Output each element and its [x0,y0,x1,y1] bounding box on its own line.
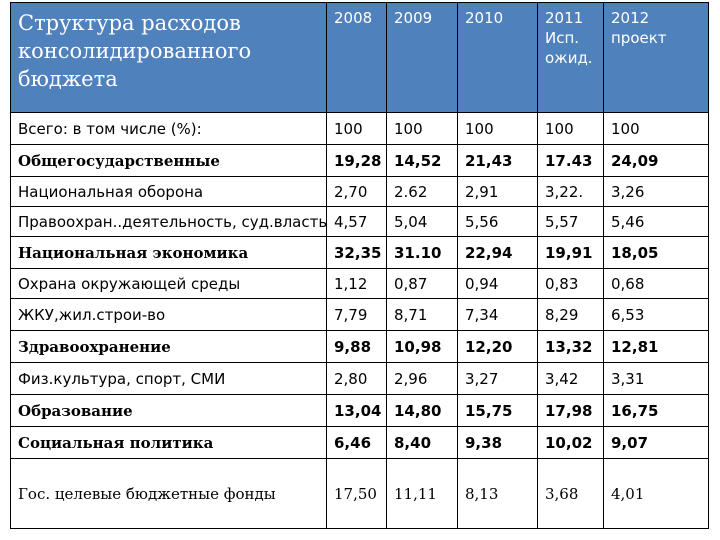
row-label: Здравоохранение [10,330,327,363]
value-cell: 14,52 [386,144,458,177]
value-cell: 2.62 [386,176,458,207]
value-cell: 2,96 [386,362,458,395]
value-cell: 5,57 [537,206,604,237]
value-cell: 8,40 [386,426,458,459]
value-cell: 100 [537,112,604,145]
value-cell: 6,53 [603,298,709,331]
year-header: 2011 Исп. ожид. [537,2,604,113]
year-header: 2009 [386,2,458,113]
value-cell: 0,94 [457,268,538,299]
value-cell: 2,70 [326,176,387,207]
row-label: Национальная оборона [10,176,327,207]
value-cell: 14,80 [386,394,458,427]
value-cell: 7,34 [457,298,538,331]
value-cell: 13,04 [326,394,387,427]
value-cell: 15,75 [457,394,538,427]
value-cell: 18,05 [603,236,709,269]
value-cell: 19,28 [326,144,387,177]
table-row: Национальная оборона 2,70 2.62 2,91 3,22. 3,2… [10,176,709,207]
table-row: Образование 13,04 14,80 15,75 17,98 16,75 [10,394,709,427]
row-label: Физ.культура, спорт, СМИ [10,362,327,395]
value-cell: 17,98 [537,394,604,427]
row-label: Правоохран..деятельность, суд.власть [10,206,327,237]
value-cell: 24,09 [603,144,709,177]
value-cell: 5,04 [386,206,458,237]
value-cell: 5,46 [603,206,709,237]
value-cell: 3,27 [457,362,538,395]
table-row: Гос. целевые бюджетные фонды 17,50 11,11 8,… [10,458,709,529]
value-cell: 0,87 [386,268,458,299]
row-label: Всего: в том числе (%): [10,112,327,145]
value-cell: 4,57 [326,206,387,237]
value-cell: 11,11 [386,458,458,529]
value-cell: 31.10 [386,236,458,269]
table-row: ЖКУ,жил.строи-во 7,79 8,71 7,34 8,29 6,53 [10,298,709,331]
value-cell: 2,80 [326,362,387,395]
value-cell: 22,94 [457,236,538,269]
year-header: 2008 [326,2,387,113]
value-cell: 12,20 [457,330,538,363]
row-label: Национальная экономика [10,236,327,269]
value-cell: 8,29 [537,298,604,331]
value-cell: 2,91 [457,176,538,207]
value-cell: 8,71 [386,298,458,331]
table-title: Структура расходов консолидированного бю… [10,2,327,113]
value-cell: 100 [457,112,538,145]
value-cell: 17,50 [326,458,387,529]
value-cell: 6,46 [326,426,387,459]
value-cell: 100 [326,112,387,145]
header-row: Структура расходов консолидированного бю… [10,2,709,113]
budget-structure-table: Структура расходов консолидированного бю… [10,2,709,529]
value-cell: 9,07 [603,426,709,459]
value-cell: 5,56 [457,206,538,237]
value-cell: 9,38 [457,426,538,459]
year-header: 2012 проект [603,2,709,113]
value-cell: 3,68 [537,458,604,529]
table-row: Всего: в том числе (%): 100 100 100 100 100 [10,112,709,145]
value-cell: 3,31 [603,362,709,395]
table-row: Охрана окружающей среды 1,12 0,87 0,94 0,83 0… [10,268,709,299]
value-cell: 0,68 [603,268,709,299]
value-cell: 10,98 [386,330,458,363]
value-cell: 1,12 [326,268,387,299]
value-cell: 100 [603,112,709,145]
value-cell: 10,02 [537,426,604,459]
year-header: 2010 [457,2,538,113]
table-row: Национальная экономика 32,35 31.10 22,94 19,… [10,236,709,269]
value-cell: 3,22. [537,176,604,207]
value-cell: 3,26 [603,176,709,207]
value-cell: 7,79 [326,298,387,331]
value-cell: 8,13 [457,458,538,529]
value-cell: 12,81 [603,330,709,363]
row-label: ЖКУ,жил.строи-во [10,298,327,331]
value-cell: 13,32 [537,330,604,363]
table-row: Физ.культура, спорт, СМИ 2,80 2,96 3,27 3,42… [10,362,709,395]
value-cell: 100 [386,112,458,145]
value-cell: 16,75 [603,394,709,427]
table-row: Здравоохранение 9,88 10,98 12,20 13,32 12,81 [10,330,709,363]
row-label: Охрана окружающей среды [10,268,327,299]
value-cell: 0,83 [537,268,604,299]
value-cell: 19,91 [537,236,604,269]
value-cell: 32,35 [326,236,387,269]
row-label: Общегосударственные [10,144,327,177]
table-row: Общегосударственные 19,28 14,52 21,43 17.43 2… [10,144,709,177]
value-cell: 3,42 [537,362,604,395]
table-row: Социальная политика 6,46 8,40 9,38 10,02 9,07 [10,426,709,459]
value-cell: 17.43 [537,144,604,177]
row-label: Образование [10,394,327,427]
value-cell: 4,01 [603,458,709,529]
table-row: Правоохран..деятельность, суд.власть 4,57… [10,206,709,237]
row-label: Социальная политика [10,426,327,459]
row-label: Гос. целевые бюджетные фонды [10,458,327,529]
value-cell: 21,43 [457,144,538,177]
value-cell: 9,88 [326,330,387,363]
